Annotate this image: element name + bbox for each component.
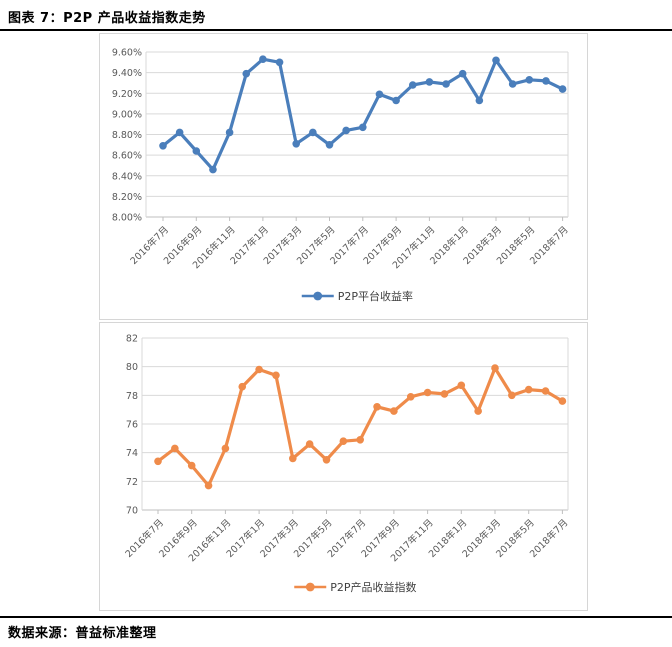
data-point xyxy=(525,76,534,84)
data-point xyxy=(474,407,482,415)
data-point xyxy=(425,78,434,86)
data-point xyxy=(325,141,334,149)
data-point xyxy=(392,96,400,105)
data-point xyxy=(508,80,517,88)
data-point xyxy=(275,58,284,67)
data-point xyxy=(423,388,432,397)
data-point xyxy=(305,440,314,448)
series-line xyxy=(156,366,564,488)
data-point xyxy=(209,165,217,174)
page-title: 图表 7：P2P 产品收益指数走势 xyxy=(8,11,206,26)
legend-label: P2P产品收益指数 xyxy=(330,580,416,594)
line-chart-svg: 707274767880822016年7月2016年9月2016年11月2017… xyxy=(123,334,571,595)
y-tick-label: 76 xyxy=(126,420,138,431)
data-point xyxy=(187,461,196,470)
y-tick-label: 8.80% xyxy=(112,130,142,141)
legend-marker-icon xyxy=(313,291,323,301)
y-tick-label: 80 xyxy=(126,362,138,373)
data-point xyxy=(225,128,234,137)
data-point xyxy=(171,444,179,453)
y-tick-label: 8.00% xyxy=(112,213,142,224)
data-point xyxy=(440,390,449,398)
y-tick-label: 74 xyxy=(126,448,138,459)
data-point xyxy=(159,142,167,150)
data-point xyxy=(491,364,499,372)
data-point xyxy=(541,387,550,395)
data-point xyxy=(373,403,381,411)
data-point xyxy=(309,128,317,137)
header-divider xyxy=(0,29,672,31)
data-point xyxy=(390,407,398,415)
data-point xyxy=(458,69,467,78)
legend-marker-icon xyxy=(305,582,315,592)
line-chart-svg: 8.00% 8.20% 8.40% 8.60% 8.80% 9.00% 9.20% 9.40%… xyxy=(112,48,571,304)
data-point xyxy=(242,69,251,78)
data-point xyxy=(221,444,230,453)
y-tick-label: 9.40% xyxy=(112,68,142,79)
y-tick-label: 8.20% xyxy=(112,192,142,203)
data-point xyxy=(192,147,201,155)
legend: P2P产品收益指数 xyxy=(294,580,417,594)
data-point xyxy=(542,77,550,85)
data-point xyxy=(322,456,331,464)
legend: P2P平台收益率 xyxy=(301,289,413,303)
footer-divider xyxy=(0,616,672,618)
data-point xyxy=(508,391,516,400)
chart-yield-index: 70 72 74 76 78 80 82 2016年7月 2016年9月 2016年11月 2017… xyxy=(99,322,588,611)
data-point xyxy=(558,397,567,405)
data-point xyxy=(457,381,466,390)
y-tick-label: 9.20% xyxy=(112,89,142,100)
y-tick-label: 8.60% xyxy=(112,151,142,162)
data-point xyxy=(375,90,384,99)
data-point xyxy=(342,126,350,135)
data-point xyxy=(442,80,450,88)
y-tick-label: 72 xyxy=(126,477,138,488)
y-tick-label: 9.60% xyxy=(112,48,142,59)
data-point xyxy=(406,393,415,401)
data-point xyxy=(272,371,280,380)
chart-yield-rate: 8.00% 8.20% 8.40% 8.60% 8.80% 9.00% 9.20% 9.40%… xyxy=(99,33,588,320)
data-point xyxy=(175,128,184,137)
data-point xyxy=(356,436,365,444)
data-point xyxy=(558,85,567,93)
data-source-note: 数据来源：普益标准整理 xyxy=(8,626,157,641)
data-point xyxy=(339,437,348,445)
data-point xyxy=(255,365,263,374)
data-point xyxy=(492,56,500,65)
y-tick-label: 82 xyxy=(126,334,138,345)
y-tick-label: 9.00% xyxy=(112,109,142,120)
data-point xyxy=(359,123,367,132)
data-point xyxy=(204,481,213,490)
series-line xyxy=(161,57,565,172)
data-point xyxy=(154,457,162,466)
data-point xyxy=(408,81,417,89)
data-point xyxy=(524,385,533,394)
y-tick-label: 8.40% xyxy=(112,171,142,182)
data-point xyxy=(238,382,247,391)
data-point xyxy=(292,140,300,148)
data-point xyxy=(259,55,267,63)
data-point xyxy=(475,96,484,105)
data-point xyxy=(289,454,297,463)
y-tick-label: 78 xyxy=(126,391,138,402)
legend-label: P2P平台收益率 xyxy=(338,289,413,303)
y-tick-label: 70 xyxy=(126,506,138,517)
